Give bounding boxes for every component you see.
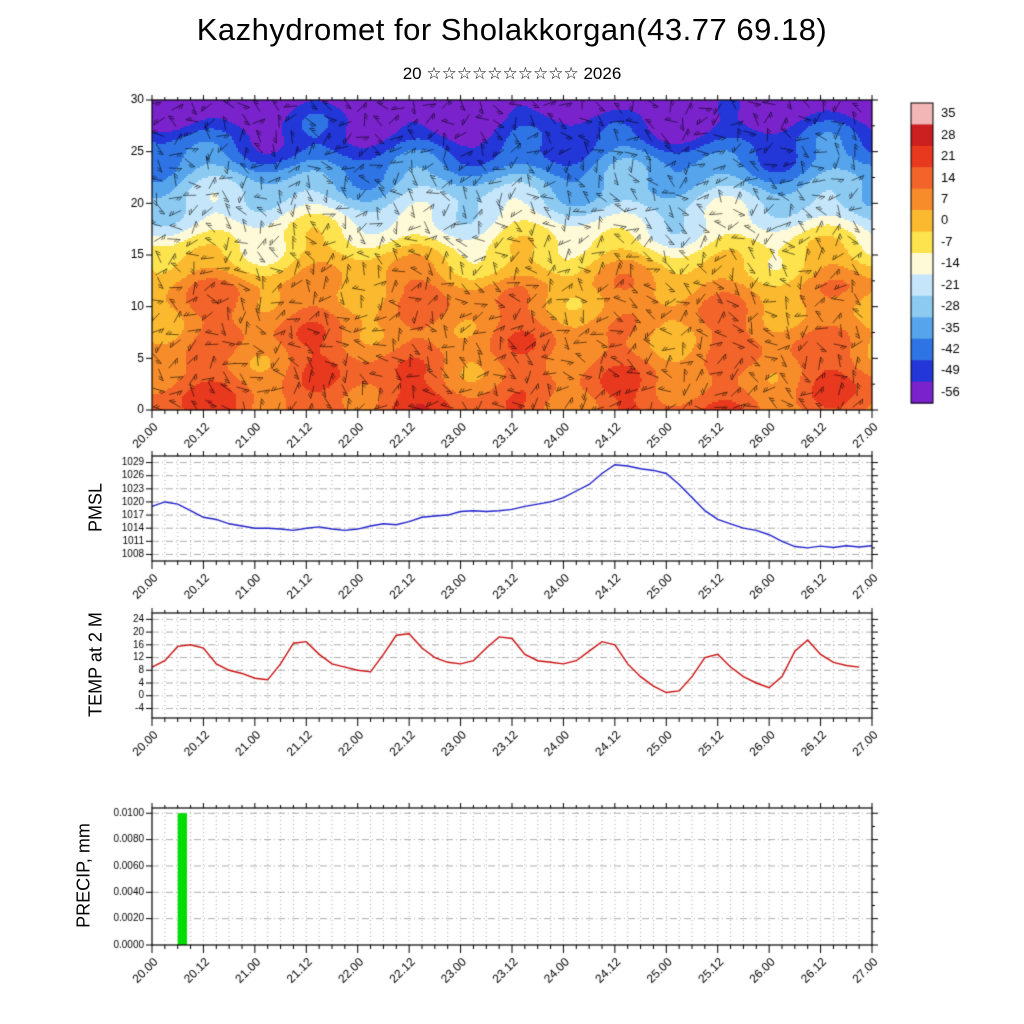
temperature-colorbar — [905, 95, 1020, 425]
precip-chart — [88, 800, 888, 1000]
pmsl-chart — [88, 448, 888, 613]
temp-2m-chart — [88, 605, 888, 770]
temperature-height-cross-section-chart — [88, 92, 888, 457]
page-subtitle: 20 ☆☆☆☆☆☆☆☆☆☆ 2026 — [402, 64, 622, 83]
page-title: Kazhydromet for Sholakkorgan(43.77 69.18… — [196, 12, 828, 47]
